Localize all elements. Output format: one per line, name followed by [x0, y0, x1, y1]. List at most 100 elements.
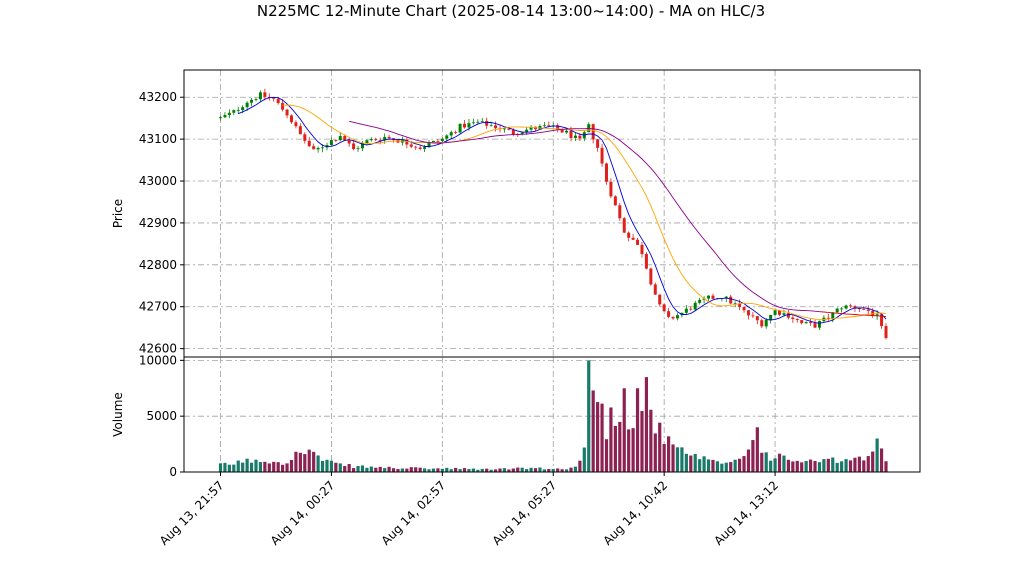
volume-bar — [303, 454, 307, 472]
volume-bar — [769, 460, 773, 472]
candle-body — [684, 308, 688, 313]
volume-bar — [476, 469, 480, 472]
volume-bar — [427, 469, 431, 472]
volume-bar — [582, 447, 586, 472]
volume-bar — [405, 468, 409, 472]
candle-body — [880, 314, 884, 327]
ma-mid-line — [282, 104, 887, 321]
candle-body — [374, 139, 378, 140]
volume-bar — [684, 453, 688, 472]
candle-body — [849, 305, 853, 307]
volume-bar — [489, 469, 493, 472]
candle-body — [738, 303, 742, 307]
candle-body — [298, 126, 302, 135]
volume-bar — [445, 467, 449, 472]
volume-bar — [596, 402, 600, 472]
volume-ytick-label: 10000 — [139, 353, 177, 367]
volume-bar — [471, 468, 475, 472]
price-ytick-label: 42600 — [139, 342, 177, 356]
volume-bar — [813, 460, 817, 472]
candle-body — [241, 107, 245, 111]
volume-bar — [556, 468, 560, 472]
volume-bar — [853, 457, 857, 472]
candle-body — [489, 125, 493, 127]
candle-body — [764, 320, 768, 327]
xtick-label: Aug 14, 05:27 — [490, 478, 560, 548]
volume-bar — [702, 456, 706, 472]
candle-body — [667, 311, 671, 317]
volume-bar — [378, 466, 382, 472]
candle-body — [409, 144, 413, 147]
candle-body — [875, 314, 879, 316]
volume-bar — [360, 465, 365, 472]
volume-bar — [782, 455, 786, 472]
volume-bar — [365, 467, 369, 472]
volume-bar — [276, 462, 280, 472]
volume-bar — [591, 390, 595, 472]
volume-bar — [343, 466, 347, 472]
price-ytick-label: 43100 — [139, 132, 177, 146]
volume-bar — [817, 462, 822, 472]
volume-bar — [254, 459, 258, 472]
volume-bar — [773, 458, 777, 472]
volume-bar — [245, 458, 249, 472]
volume-bar — [525, 469, 529, 472]
candle-body — [653, 284, 657, 295]
volume-ytick-label: 5000 — [146, 409, 177, 423]
volume-bar — [631, 428, 635, 472]
price-ytick-label: 42700 — [139, 300, 177, 314]
volume-bar — [675, 447, 680, 472]
candle-body — [383, 136, 387, 141]
volume-bar — [440, 468, 444, 472]
candle-body — [369, 139, 373, 141]
volume-bar — [600, 403, 604, 472]
candle-body — [778, 310, 782, 315]
volume-bar — [715, 461, 720, 472]
candle-body — [742, 306, 746, 311]
volume-bar — [804, 460, 808, 472]
volume-bar — [884, 461, 888, 472]
volume-bar — [662, 444, 666, 472]
volume-bar — [764, 452, 768, 472]
candle-body — [329, 140, 333, 146]
candle-body — [622, 218, 626, 233]
volume-bar — [795, 460, 799, 472]
volume-bar — [298, 452, 302, 472]
volume-bar — [875, 438, 879, 472]
candle-body — [578, 135, 582, 139]
volume-bar — [808, 459, 813, 472]
volume-bar — [520, 467, 524, 472]
candle-body — [454, 132, 458, 133]
candle-body — [289, 115, 293, 123]
candle-body — [427, 143, 431, 148]
volume-bar — [564, 469, 569, 472]
candle-body — [755, 316, 759, 321]
candle-body — [312, 146, 316, 150]
volume-bar — [840, 461, 844, 472]
volume-bar — [848, 460, 853, 472]
volume-bar — [831, 457, 835, 472]
volume-bar — [383, 468, 387, 472]
candle-body — [689, 308, 693, 310]
candle-body — [600, 147, 604, 164]
candle-body — [791, 317, 795, 320]
candle-body — [263, 92, 267, 97]
volume-bar — [325, 459, 329, 472]
volume-bar — [418, 467, 422, 472]
candle-body — [609, 181, 613, 197]
volume-bar — [777, 453, 782, 472]
candle-body — [636, 239, 640, 245]
candle-body — [387, 136, 391, 139]
ma-short-line — [238, 96, 887, 324]
candle-body — [471, 122, 475, 124]
candle-body — [662, 304, 666, 312]
volume-bar — [454, 467, 458, 472]
candle-body — [853, 306, 857, 309]
candle-body — [347, 140, 351, 144]
candle-body — [529, 126, 533, 130]
candle-body — [631, 237, 635, 240]
volume-bar — [879, 448, 884, 472]
candle-body — [423, 147, 427, 149]
